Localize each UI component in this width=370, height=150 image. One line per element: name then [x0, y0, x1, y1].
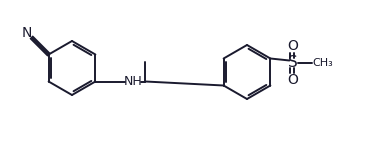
- Text: CH₃: CH₃: [312, 57, 333, 68]
- Text: O: O: [287, 72, 298, 87]
- Text: O: O: [287, 39, 298, 52]
- Text: S: S: [287, 55, 297, 70]
- Text: NH: NH: [124, 75, 143, 88]
- Text: N: N: [21, 26, 32, 40]
